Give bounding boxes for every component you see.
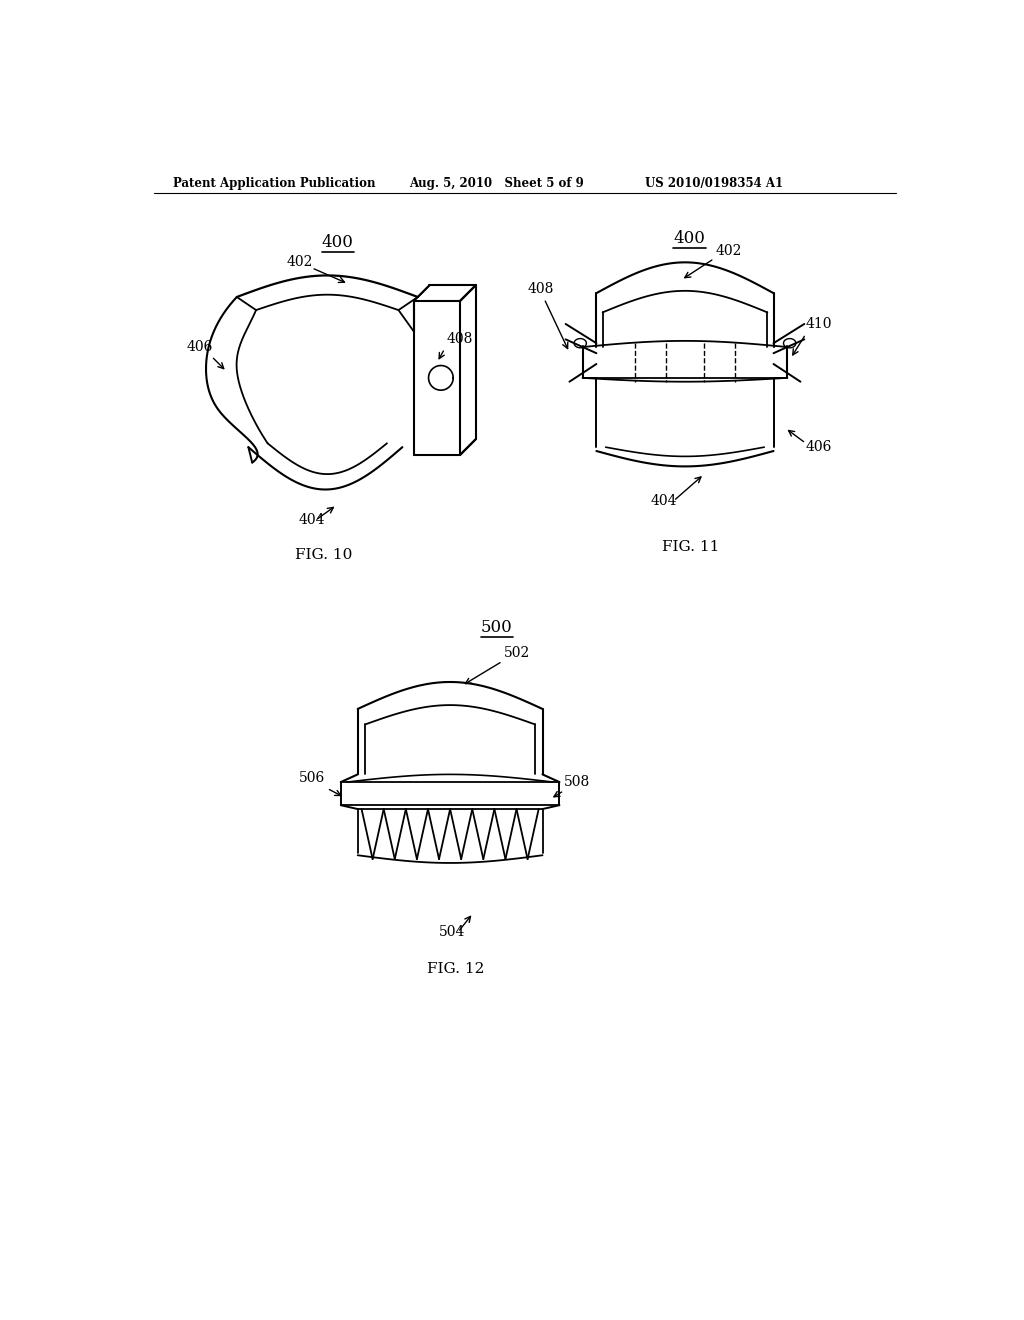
Text: 506: 506 (298, 771, 325, 785)
Text: 508: 508 (564, 775, 590, 789)
Text: 504: 504 (438, 925, 465, 939)
Text: 404: 404 (650, 494, 677, 508)
Text: 400: 400 (674, 230, 706, 247)
Text: 408: 408 (447, 333, 473, 346)
Text: US 2010/0198354 A1: US 2010/0198354 A1 (645, 177, 783, 190)
Text: 402: 402 (287, 255, 313, 269)
Text: 410: 410 (806, 317, 833, 331)
Text: 406: 406 (186, 341, 213, 354)
Text: Patent Application Publication: Patent Application Publication (173, 177, 376, 190)
Text: 400: 400 (322, 234, 353, 251)
Text: Aug. 5, 2010   Sheet 5 of 9: Aug. 5, 2010 Sheet 5 of 9 (410, 177, 584, 190)
Text: 500: 500 (481, 619, 513, 636)
Text: 502: 502 (504, 647, 530, 660)
Text: FIG. 10: FIG. 10 (295, 548, 352, 562)
Text: FIG. 12: FIG. 12 (427, 962, 484, 975)
Text: 406: 406 (806, 440, 833, 454)
Text: FIG. 11: FIG. 11 (662, 540, 719, 554)
Text: 408: 408 (527, 282, 554, 296)
Text: 404: 404 (298, 513, 325, 527)
Text: 402: 402 (716, 244, 742, 257)
